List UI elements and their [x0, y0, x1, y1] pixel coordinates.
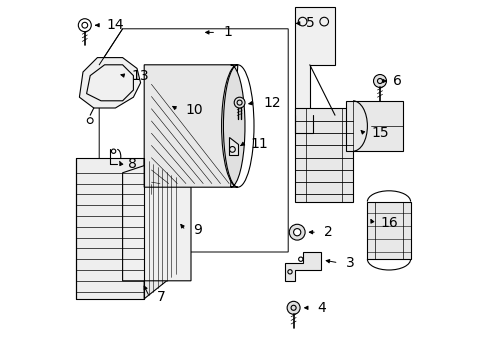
- Polygon shape: [76, 158, 144, 299]
- Polygon shape: [144, 65, 238, 187]
- Circle shape: [289, 224, 305, 240]
- Text: 1: 1: [223, 26, 232, 39]
- Circle shape: [234, 97, 245, 108]
- Polygon shape: [79, 58, 141, 108]
- Polygon shape: [122, 162, 191, 281]
- Text: 10: 10: [186, 103, 203, 117]
- Text: 12: 12: [263, 96, 281, 109]
- Circle shape: [294, 229, 301, 236]
- Text: 14: 14: [106, 18, 124, 32]
- Polygon shape: [285, 252, 320, 281]
- Text: 9: 9: [193, 224, 202, 237]
- Text: 11: 11: [250, 137, 268, 151]
- Polygon shape: [229, 137, 238, 155]
- Polygon shape: [346, 101, 403, 151]
- Polygon shape: [295, 7, 335, 115]
- Polygon shape: [223, 65, 245, 187]
- Text: 6: 6: [392, 74, 401, 88]
- Text: 5: 5: [306, 17, 315, 30]
- Text: 15: 15: [371, 126, 389, 140]
- Text: 16: 16: [380, 216, 398, 230]
- Polygon shape: [144, 158, 180, 299]
- Polygon shape: [295, 108, 353, 202]
- Text: 7: 7: [157, 290, 166, 304]
- Circle shape: [373, 75, 387, 87]
- Text: 8: 8: [128, 157, 137, 171]
- Text: 3: 3: [346, 256, 355, 270]
- Circle shape: [287, 301, 300, 314]
- Text: 4: 4: [317, 301, 326, 315]
- Text: 2: 2: [324, 225, 333, 239]
- Text: 13: 13: [132, 69, 149, 82]
- Polygon shape: [368, 202, 411, 259]
